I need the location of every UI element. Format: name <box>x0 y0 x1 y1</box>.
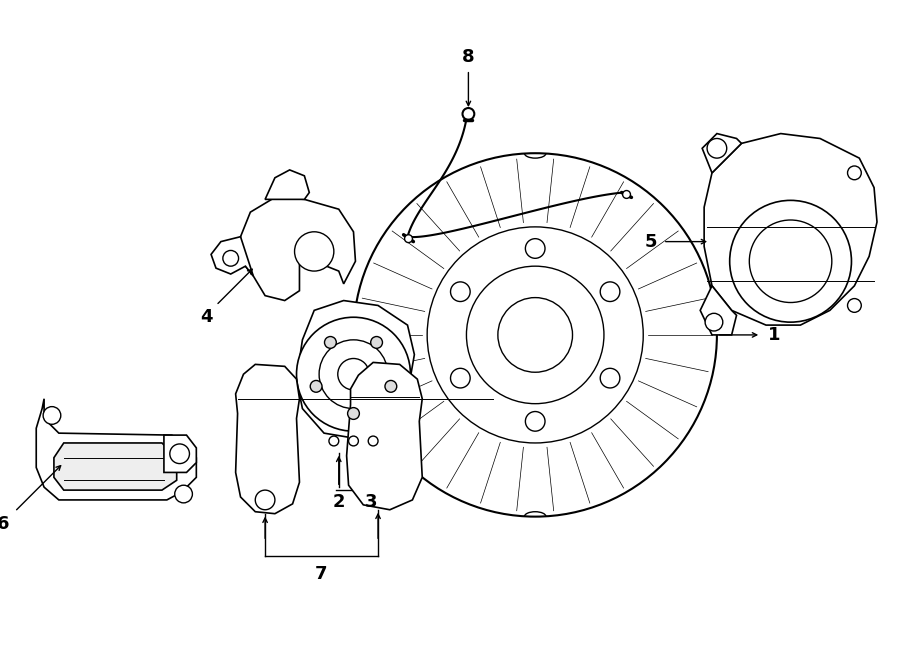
Polygon shape <box>704 134 877 325</box>
Circle shape <box>354 153 717 517</box>
Text: 8: 8 <box>462 48 474 66</box>
Circle shape <box>320 340 388 408</box>
Polygon shape <box>266 170 310 200</box>
Circle shape <box>526 412 545 431</box>
Text: 3: 3 <box>364 493 377 511</box>
Text: 1: 1 <box>768 326 780 344</box>
Circle shape <box>310 381 322 392</box>
Circle shape <box>170 444 190 463</box>
Circle shape <box>325 336 337 348</box>
Circle shape <box>328 436 338 446</box>
Circle shape <box>526 239 545 258</box>
Circle shape <box>385 381 397 392</box>
Polygon shape <box>238 198 356 301</box>
Polygon shape <box>700 286 736 335</box>
Circle shape <box>451 282 470 301</box>
Circle shape <box>705 313 723 331</box>
Circle shape <box>296 317 410 431</box>
Circle shape <box>466 266 604 404</box>
Circle shape <box>750 220 832 303</box>
Circle shape <box>707 138 726 158</box>
Circle shape <box>848 166 861 180</box>
Circle shape <box>428 227 644 443</box>
Circle shape <box>405 235 412 243</box>
Polygon shape <box>54 443 176 490</box>
Circle shape <box>256 490 274 510</box>
Circle shape <box>43 407 61 424</box>
Circle shape <box>730 200 851 322</box>
Circle shape <box>175 485 193 503</box>
Circle shape <box>223 251 238 266</box>
Text: 7: 7 <box>315 564 328 582</box>
Circle shape <box>600 368 620 388</box>
Polygon shape <box>346 362 422 510</box>
Circle shape <box>848 299 861 313</box>
Text: 5: 5 <box>644 233 657 251</box>
Polygon shape <box>236 364 300 514</box>
Circle shape <box>600 282 620 301</box>
Circle shape <box>294 232 334 271</box>
Circle shape <box>368 436 378 446</box>
Polygon shape <box>36 399 196 500</box>
Polygon shape <box>212 237 253 276</box>
Text: 4: 4 <box>200 308 212 327</box>
Circle shape <box>623 190 631 198</box>
Polygon shape <box>702 134 742 173</box>
Text: 2: 2 <box>332 493 345 511</box>
Text: 6: 6 <box>0 514 9 533</box>
Circle shape <box>463 108 474 120</box>
Circle shape <box>371 336 382 348</box>
Circle shape <box>498 297 572 372</box>
Circle shape <box>348 436 358 446</box>
Polygon shape <box>296 301 414 438</box>
Circle shape <box>451 368 470 388</box>
Circle shape <box>347 408 359 419</box>
Polygon shape <box>164 435 196 473</box>
Circle shape <box>338 358 369 390</box>
